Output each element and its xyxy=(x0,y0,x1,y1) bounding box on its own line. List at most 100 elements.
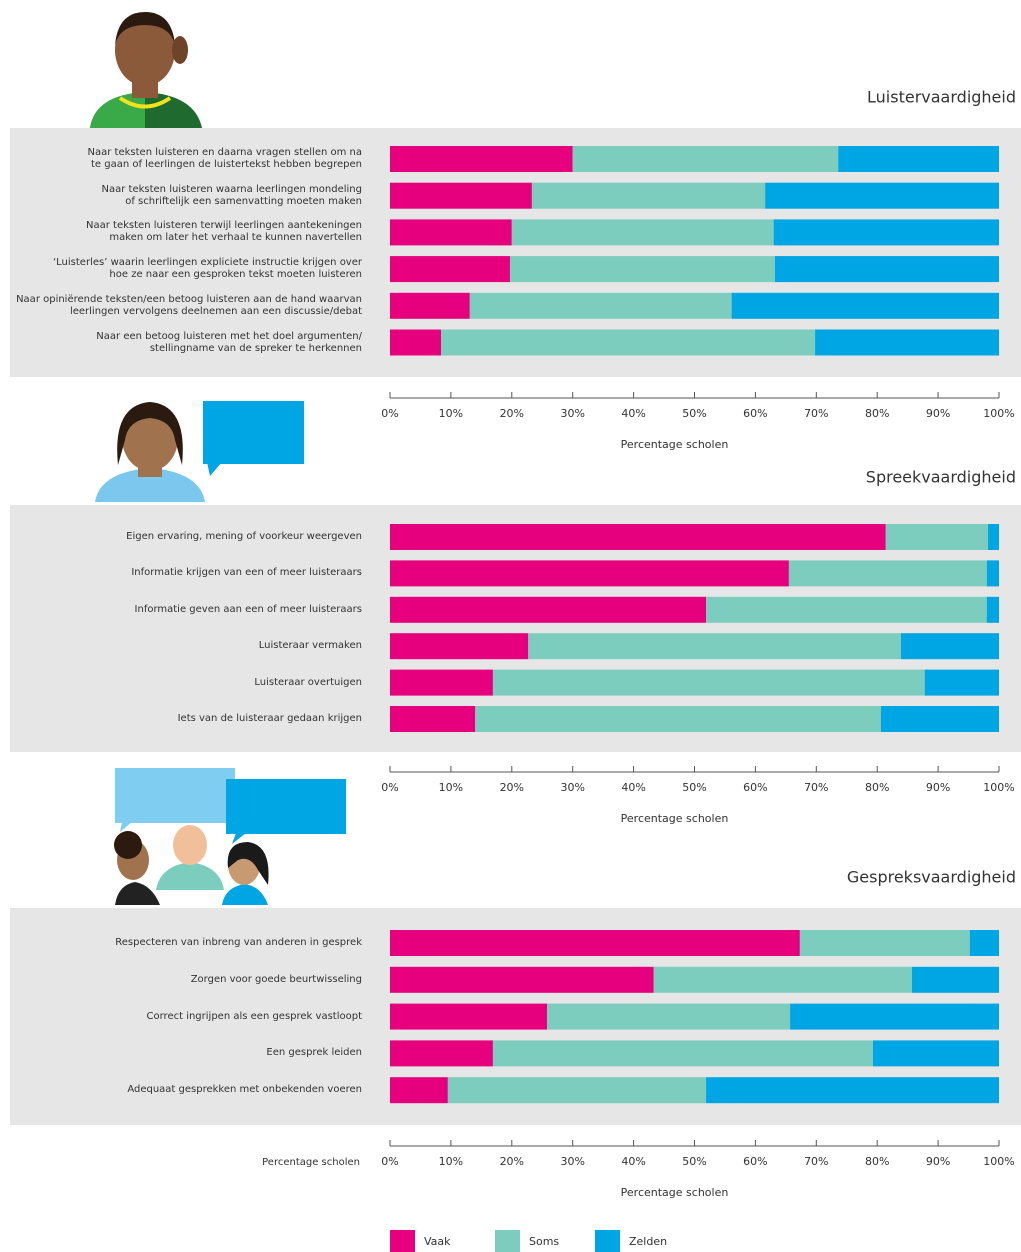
bar-segment xyxy=(470,293,732,319)
bar-segment xyxy=(573,146,839,172)
x-tick-label: 100% xyxy=(983,781,1014,794)
x-tick-label: 80% xyxy=(865,407,889,420)
speaker-illustration xyxy=(95,401,304,502)
bar-segment xyxy=(390,146,573,172)
bar-segment xyxy=(390,1077,448,1103)
x-axis-label: Percentage scholen xyxy=(621,1186,729,1199)
bar-segment xyxy=(789,560,987,586)
x-tick-label: 70% xyxy=(804,781,828,794)
x-tick-label: 30% xyxy=(560,407,584,420)
category-label: Correct ingrijpen als een gesprek vastlo… xyxy=(147,1011,362,1023)
bar-segment xyxy=(390,967,654,993)
bar-segment xyxy=(528,633,901,659)
x-tick-label: 20% xyxy=(500,1155,524,1168)
x-tick-label: 20% xyxy=(500,407,524,420)
x-tick-label: 70% xyxy=(804,407,828,420)
x-tick-label: 80% xyxy=(865,781,889,794)
bar-segment xyxy=(838,146,999,172)
bar-segment xyxy=(901,633,999,659)
bar-segment xyxy=(390,330,441,356)
bar-segment xyxy=(390,597,706,623)
bar-segment xyxy=(970,930,999,956)
category-label: Luisteraar vermaken xyxy=(259,640,362,652)
bar-segment xyxy=(881,706,999,732)
x-tick-label: 90% xyxy=(926,781,950,794)
x-tick-label: 60% xyxy=(743,1155,767,1168)
page: Luistervaardigheid 0% 10% 20% 30% 40% 50% 60% 70… xyxy=(0,0,1021,1252)
chart-title: Spreekvaardigheid xyxy=(866,468,1016,487)
bar-segment xyxy=(800,930,970,956)
x-tick-label: 100% xyxy=(983,407,1014,420)
bar-segment xyxy=(706,597,987,623)
bar-segment xyxy=(706,1077,999,1103)
x-tick-label: 70% xyxy=(804,1155,828,1168)
x-tick-label: 100% xyxy=(983,1155,1014,1168)
category-label: Naar een betoog luisteren met het doel a… xyxy=(96,331,362,355)
legend-label: Vaak xyxy=(424,1235,451,1248)
x-tick-label: 0% xyxy=(381,407,398,420)
bar-segment xyxy=(774,219,999,245)
bar-segment xyxy=(654,967,912,993)
bar-segment xyxy=(390,670,493,696)
bar-segment xyxy=(510,256,775,282)
chart-title: Gespreksvaardigheid xyxy=(847,868,1016,887)
bar-segment xyxy=(390,183,532,209)
bar-segment xyxy=(512,219,774,245)
bar-segment xyxy=(390,706,475,732)
bar-segment xyxy=(873,1040,999,1066)
x-tick-label: 50% xyxy=(682,1155,706,1168)
x-tick-label: 60% xyxy=(743,781,767,794)
bar-segment xyxy=(475,706,881,732)
bar-segment xyxy=(493,670,925,696)
bar-segment xyxy=(390,1004,547,1030)
bar-segment xyxy=(912,967,999,993)
category-label: Informatie geven aan een of meer luister… xyxy=(135,604,362,616)
bar-segment xyxy=(532,183,765,209)
bar-segment xyxy=(493,1040,873,1066)
category-label: Iets van de luisteraar gedaan krijgen xyxy=(178,713,362,725)
bar-segment xyxy=(390,524,886,550)
x-tick-label: 10% xyxy=(439,1155,463,1168)
bar-segment xyxy=(390,633,528,659)
bar-segment xyxy=(987,560,999,586)
category-label: ‘Luisterles’ waarin leerlingen expliciet… xyxy=(53,257,362,281)
bar-segment xyxy=(390,930,800,956)
category-label: Adequaat gesprekken met onbekenden voere… xyxy=(127,1084,362,1096)
bar-segment xyxy=(390,256,510,282)
category-label: Naar teksten luisteren terwijl leerlinge… xyxy=(86,220,362,244)
bar-segment xyxy=(448,1077,706,1103)
category-label: Zorgen voor goede beurtwisseling xyxy=(191,974,362,986)
axis-side-label: Percentage scholen xyxy=(262,1157,360,1168)
x-tick-label: 50% xyxy=(682,781,706,794)
x-tick-label: 40% xyxy=(621,407,645,420)
x-tick-label: 80% xyxy=(865,1155,889,1168)
bar-segment xyxy=(441,330,815,356)
x-tick-label: 20% xyxy=(500,781,524,794)
x-tick-label: 60% xyxy=(743,407,767,420)
bar-segment xyxy=(732,293,999,319)
x-tick-label: 10% xyxy=(439,407,463,420)
legend-swatch xyxy=(495,1230,520,1252)
category-label: Eigen ervaring, mening of voorkeur weerg… xyxy=(126,531,362,543)
x-axis-label: Percentage scholen xyxy=(621,812,729,825)
bar-segment xyxy=(390,219,512,245)
category-label: Een gesprek leiden xyxy=(266,1047,362,1059)
category-label: Naar opiniërende teksten/een betoog luis… xyxy=(16,294,362,318)
bar-segment xyxy=(815,330,999,356)
x-tick-label: 40% xyxy=(621,1155,645,1168)
legend-label: Zelden xyxy=(629,1235,667,1248)
x-tick-label: 40% xyxy=(621,781,645,794)
legend-swatch xyxy=(390,1230,415,1252)
x-tick-label: 90% xyxy=(926,1155,950,1168)
bar-segment xyxy=(790,1004,999,1030)
legend-swatch xyxy=(595,1230,620,1252)
chart-title: Luistervaardigheid xyxy=(867,88,1016,107)
category-label: Respecteren van inbreng van anderen in g… xyxy=(115,937,362,949)
x-tick-label: 10% xyxy=(439,781,463,794)
x-tick-label: 30% xyxy=(560,1155,584,1168)
listener-illustration xyxy=(90,12,202,128)
bar-segment xyxy=(390,293,470,319)
x-tick-label: 0% xyxy=(381,1155,398,1168)
bar-segment xyxy=(886,524,988,550)
conversation-illustration xyxy=(114,768,346,905)
